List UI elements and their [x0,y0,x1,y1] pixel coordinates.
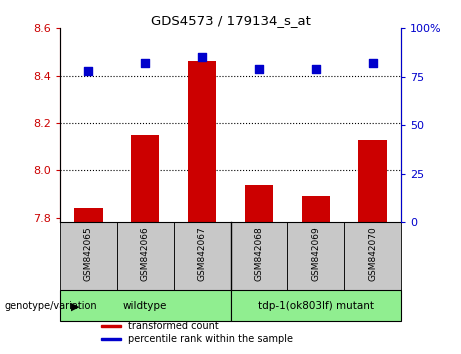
Text: GSM842065: GSM842065 [84,227,93,281]
Bar [117,222,174,290]
Bar [301,196,330,222]
Bar [245,184,273,222]
Point [85,68,92,74]
Bar [60,222,117,290]
Bar [131,135,160,222]
Bar [287,222,344,290]
Text: GSM842070: GSM842070 [368,227,377,281]
Bar [74,208,102,222]
Text: wildtype: wildtype [123,301,167,311]
Bar [174,222,230,290]
Text: GSM842069: GSM842069 [311,227,320,281]
Point [198,55,206,60]
Point [142,61,149,66]
Bar [344,222,401,290]
Text: GSM842068: GSM842068 [254,227,263,281]
Bar [230,222,287,290]
Text: genotype/variation: genotype/variation [5,301,97,311]
Text: ▶: ▶ [71,301,80,311]
Bar [101,325,121,327]
Point [312,66,319,72]
Point [369,61,376,66]
Text: GSM842067: GSM842067 [198,227,207,281]
Text: percentile rank within the sample: percentile rank within the sample [128,334,293,344]
Bar [101,338,121,340]
Bar [60,290,230,321]
Title: GDS4573 / 179134_s_at: GDS4573 / 179134_s_at [151,14,310,27]
Text: tdp-1(ok803lf) mutant: tdp-1(ok803lf) mutant [258,301,374,311]
Bar [230,290,401,321]
Point [255,66,263,72]
Text: GSM842066: GSM842066 [141,227,150,281]
Text: transformed count: transformed count [128,321,219,331]
Bar [188,62,216,222]
Bar [358,139,387,222]
